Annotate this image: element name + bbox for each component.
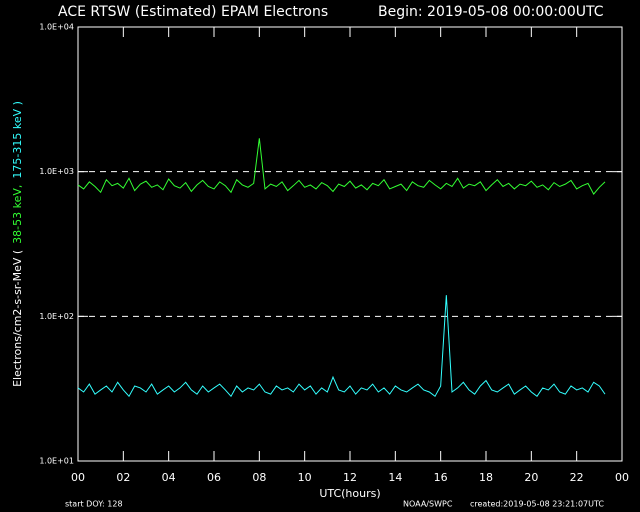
x-tick-label: 06	[207, 471, 221, 484]
x-tick-label: 16	[434, 471, 448, 484]
legend-entry: 175-315 keV )	[11, 101, 24, 179]
y-tick-label: 1.0E+03	[39, 167, 74, 176]
x-tick-label: 08	[252, 471, 266, 484]
x-tick-label: 20	[524, 471, 538, 484]
y-tick-label: 1.0E+01	[39, 457, 74, 466]
x-tick-label: 00	[71, 471, 85, 484]
y-axis-label: Electrons/cm2-s-sr-MeV ( 38-53 keV, 175-31…	[11, 101, 24, 387]
x-tick-label: 18	[479, 471, 493, 484]
x-tick-label: 02	[116, 471, 130, 484]
x-tick-label: 00	[615, 471, 629, 484]
chart-subtitle: Begin: 2019-05-08 00:00:00UTC	[378, 4, 604, 20]
data-line	[77, 138, 606, 195]
y-tick-label: 1.0E+02	[39, 312, 74, 321]
x-tick-label: 14	[388, 471, 402, 484]
legend-entry: 38-53 keV,	[11, 185, 24, 244]
footer-right: created:2019-05-08 23:21:07UTC	[470, 500, 604, 509]
footer-left: start DOY: 128	[65, 500, 123, 509]
x-tick-label: 04	[162, 471, 176, 484]
y-axis-label-text: Electrons/cm2-s-sr-MeV (	[11, 250, 24, 387]
x-axis-label: UTC(hours)	[319, 487, 380, 500]
x-tick-label: 22	[570, 471, 584, 484]
y-tick-label: 1.0E+04	[39, 23, 74, 32]
x-tick-label: 12	[343, 471, 357, 484]
footer-center: NOAA/SWPC	[403, 500, 453, 509]
x-tick-label: 10	[298, 471, 312, 484]
data-line	[77, 295, 606, 398]
chart-title: ACE RTSW (Estimated) EPAM Electrons	[58, 4, 328, 20]
